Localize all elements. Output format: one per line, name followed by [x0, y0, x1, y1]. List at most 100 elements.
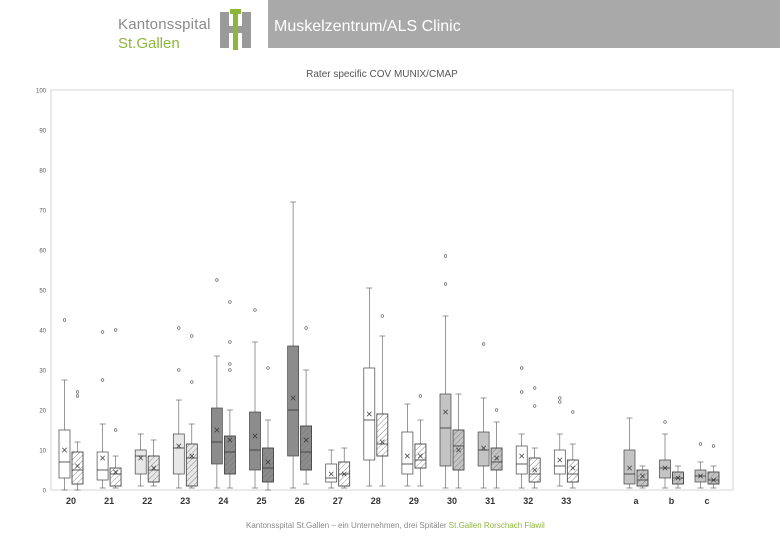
- y-tick-label: 20: [39, 409, 46, 415]
- header-title: Muskelzentrum/ALS Clinic: [274, 18, 461, 35]
- mean-marker: [662, 465, 668, 471]
- box-solid: [249, 411, 261, 471]
- box-group-22: [134, 433, 160, 487]
- y-tick-label: 0: [43, 489, 47, 495]
- mean-marker: [640, 473, 645, 479]
- mean-marker: [519, 453, 525, 459]
- box-solid: [553, 449, 566, 475]
- logo-city: St.Gallen: [118, 35, 180, 52]
- outlier-point: [482, 342, 486, 346]
- box-hatch-overlay: [147, 455, 160, 483]
- x-tick-label: 29: [409, 496, 419, 506]
- mean-marker: [404, 453, 410, 459]
- mean-marker: [176, 443, 182, 449]
- outlier-point: [228, 362, 232, 366]
- mean-marker: [494, 455, 500, 461]
- mean-marker: [189, 453, 195, 459]
- box-hatch-overlay: [109, 467, 122, 487]
- x-tick-label: 22: [142, 496, 152, 506]
- x-tick-label: c: [704, 496, 709, 506]
- y-axis-ticks: 0 10 20 30 40 50 60 70 80 90 100: [36, 89, 47, 495]
- outlier-point: [253, 308, 257, 312]
- outlier-point: [100, 330, 105, 334]
- box-hatch-overlay: [566, 459, 579, 483]
- mean-marker: [214, 427, 220, 433]
- outlier-point: [520, 366, 524, 370]
- box-group-24: [211, 278, 236, 489]
- mean-marker: [443, 409, 448, 415]
- mean-marker: [303, 437, 309, 443]
- box-group-28: [363, 287, 389, 487]
- box-solid: [287, 345, 299, 457]
- outlier-point: [558, 396, 562, 400]
- y-tick-label: 70: [39, 209, 46, 215]
- outlier-point: [380, 314, 384, 318]
- y-tick-label: 60: [39, 249, 46, 255]
- box-hatch-overlay: [262, 447, 274, 483]
- outlier-point: [520, 390, 524, 394]
- outlier-point: [177, 368, 181, 372]
- box-solid: [659, 459, 671, 479]
- mean-marker: [151, 465, 157, 471]
- box-solid: [515, 445, 528, 475]
- box-solid: [58, 429, 71, 479]
- box-hatch-overlay: [185, 443, 198, 487]
- outlier-point: [266, 366, 270, 370]
- outlier-point: [177, 326, 181, 330]
- x-tick-label: 20: [66, 496, 76, 506]
- box-group-31: [477, 342, 503, 489]
- mean-marker: [675, 475, 681, 481]
- outlier-point: [228, 340, 232, 344]
- mean-marker: [341, 471, 347, 477]
- y-tick-label: 90: [39, 129, 46, 135]
- x-tick-label: 21: [104, 496, 114, 506]
- outlier-point: [533, 386, 537, 390]
- box-group-23: [172, 326, 198, 489]
- box-hatch-overlay: [636, 469, 649, 487]
- y-tick-label: 100: [36, 89, 47, 95]
- outlier-point: [443, 254, 448, 258]
- mean-marker: [417, 453, 423, 459]
- mean-marker: [481, 445, 487, 451]
- footer: Kantonsspital St.Gallen – ein Unternehme…: [246, 521, 545, 530]
- box-group-25: [249, 308, 274, 491]
- hospital-logo-mark-icon: [220, 9, 251, 50]
- chart-title: Rater specific COV MUNIX/CMAP: [306, 69, 458, 80]
- outlier-point: [533, 404, 537, 408]
- box-group-26: [287, 201, 312, 489]
- outlier-point: [571, 410, 575, 414]
- hospital-logo: Kantonsspital St.Gallen: [118, 16, 211, 52]
- outlier-point: [62, 318, 67, 322]
- x-tick-label: 32: [523, 496, 533, 506]
- box-group-20: [58, 318, 84, 491]
- x-axis-labels: 20 21 22 23 24 25 26 27 28 29 30 31 32 33 a b c: [66, 496, 710, 506]
- box-solid: [623, 449, 636, 485]
- mean-marker: [290, 395, 296, 401]
- box-series: [58, 201, 720, 491]
- outlier-point: [443, 282, 448, 286]
- box-hatch-overlay: [707, 471, 720, 485]
- mean-marker: [711, 477, 716, 483]
- box-solid: [325, 463, 338, 483]
- mean-marker: [100, 455, 106, 461]
- y-tick-label: 40: [39, 329, 46, 335]
- x-tick-label: 24: [218, 496, 228, 506]
- outlier-point: [75, 394, 80, 398]
- mean-marker: [138, 455, 144, 461]
- mean-marker: [227, 437, 233, 443]
- x-tick-label: a: [633, 496, 639, 506]
- box-solid: [401, 431, 414, 475]
- y-tick-label: 80: [39, 169, 46, 175]
- box-solid: [211, 407, 223, 465]
- box-solid: [96, 451, 109, 481]
- outlier-point: [215, 278, 219, 282]
- x-tick-label: 31: [485, 496, 495, 506]
- box-group-29: [401, 394, 427, 487]
- box-solid: [477, 431, 490, 467]
- box-hatch-overlay: [224, 435, 236, 475]
- y-tick-label: 10: [39, 449, 46, 455]
- outlier-point: [113, 428, 118, 432]
- box-hatch-overlay: [71, 451, 84, 485]
- outlier-point: [113, 328, 118, 332]
